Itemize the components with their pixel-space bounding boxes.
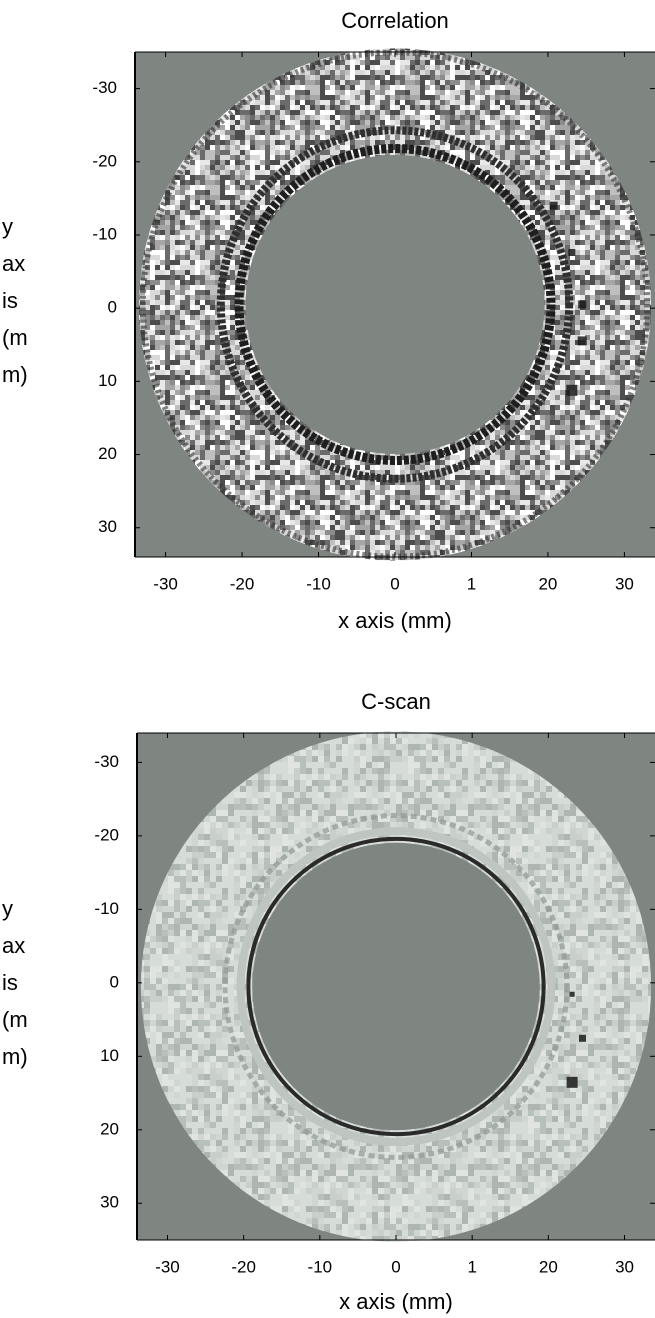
x-axis-label: x axis (mm) — [339, 1289, 453, 1314]
y-tick-label: 30 — [100, 1193, 119, 1212]
x-tick-label: -30 — [153, 574, 178, 593]
x-tick-label: 30 — [615, 574, 634, 593]
image-ring-edge — [139, 49, 651, 560]
x-tick-label: 20 — [538, 574, 557, 593]
y-tick-label: -20 — [94, 825, 119, 844]
y-axis-label: ax — [2, 251, 25, 276]
y-axis-label: m) — [2, 1044, 28, 1069]
y-axis-label: ax — [2, 933, 25, 958]
chart-title: C-scan — [361, 689, 431, 714]
image-defect — [549, 201, 558, 210]
x-tick-label: 20 — [539, 1257, 558, 1276]
image-defect — [578, 1034, 586, 1042]
y-axis-label: y — [2, 214, 13, 239]
x-tick-label: 0 — [391, 1257, 400, 1276]
y-axis-label: is — [2, 288, 18, 313]
image-defect — [566, 1076, 578, 1088]
x-tick-label: 1 — [467, 1257, 476, 1276]
y-tick-label: 20 — [100, 1119, 119, 1138]
x-tick-label: -30 — [155, 1257, 180, 1276]
image-ring-dark — [216, 126, 574, 483]
x-tick-label: 30 — [615, 1257, 634, 1276]
image-hole — [252, 842, 540, 1131]
x-tick-label: -10 — [308, 1257, 333, 1276]
image-ring-dark — [246, 836, 546, 1137]
y-tick-label: -30 — [94, 752, 119, 771]
y-axis-label: (m — [2, 1007, 28, 1032]
image-defect — [566, 384, 578, 396]
image-ring-dark — [234, 144, 556, 465]
y-tick-label: -20 — [92, 151, 117, 170]
x-tick-label: -20 — [231, 1257, 256, 1276]
x-tick-label: -20 — [230, 574, 255, 593]
y-tick-label: -10 — [92, 224, 117, 243]
x-tick-label: 0 — [390, 574, 399, 593]
image-defect — [568, 249, 576, 256]
chart-title: Correlation — [341, 8, 449, 33]
x-axis-label: x axis (mm) — [338, 608, 452, 633]
y-axis-label: (m — [2, 325, 28, 350]
y-axis-label: m) — [2, 362, 28, 387]
y-tick-label: 10 — [100, 1046, 119, 1065]
y-tick-label: -30 — [92, 78, 117, 97]
y-tick-label: -10 — [94, 899, 119, 918]
image-defect — [577, 336, 587, 346]
y-tick-label: 30 — [98, 517, 117, 536]
y-tick-label: 0 — [110, 972, 119, 991]
image-defect — [578, 300, 587, 309]
y-tick-label: 20 — [98, 444, 117, 463]
y-axis-label: is — [2, 970, 18, 995]
image-defect — [569, 991, 575, 997]
image-ring-mid — [222, 813, 570, 1160]
x-tick-label: 1 — [467, 574, 476, 593]
y-tick-label: 0 — [108, 298, 117, 317]
image-hole — [245, 155, 545, 454]
y-axis-label: y — [2, 896, 13, 921]
y-tick-label: 10 — [98, 371, 117, 390]
x-tick-label: -10 — [306, 574, 331, 593]
image-ring-inner — [236, 827, 556, 1146]
